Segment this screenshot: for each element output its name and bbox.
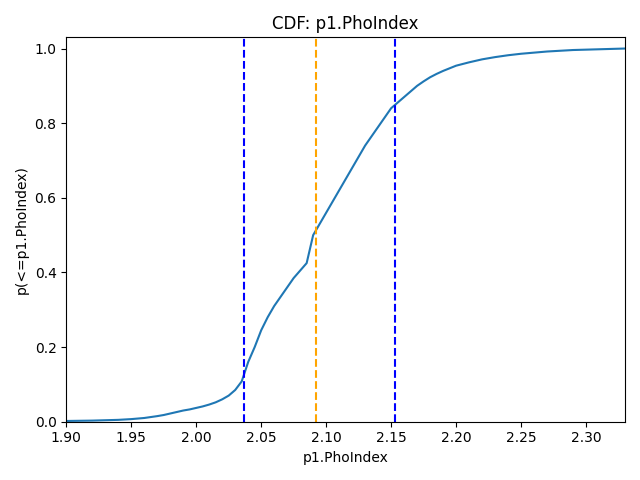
X-axis label: p1.PhoIndex: p1.PhoIndex	[303, 451, 388, 465]
Y-axis label: p(<=p1.PhoIndex): p(<=p1.PhoIndex)	[15, 165, 29, 294]
Title: CDF: p1.PhoIndex: CDF: p1.PhoIndex	[273, 15, 419, 33]
